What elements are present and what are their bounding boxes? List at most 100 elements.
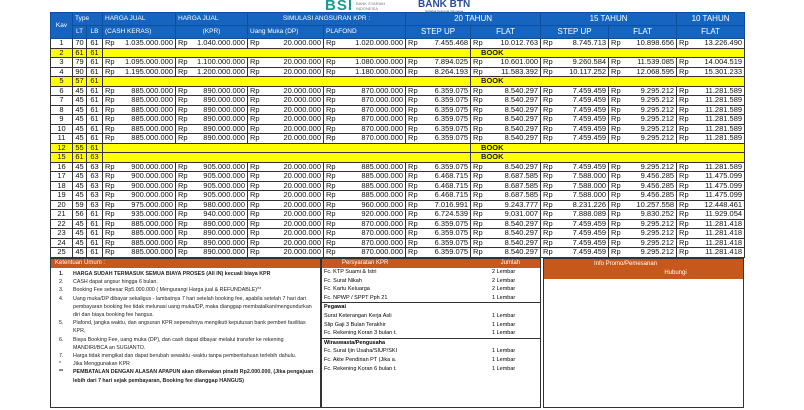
value-cell: 7.459.459 xyxy=(557,95,610,106)
currency-label: Rp xyxy=(540,95,558,106)
header-15-tahun: 15 TAHUN xyxy=(540,12,678,26)
value-cell: 7.459.459 xyxy=(557,133,610,144)
value-cell: 8.540.297 xyxy=(487,133,542,144)
value-cell: 870.000.000 xyxy=(335,114,407,125)
currency-label: Rp xyxy=(676,247,694,258)
currency-label: Rp xyxy=(608,237,626,248)
header-lt: LT xyxy=(72,25,87,39)
lt-cell: 56 xyxy=(72,209,87,220)
currency-label: Rp xyxy=(470,85,488,96)
term-text: PEMBATALAN DENGAN ALASAN APAPUN akan dik… xyxy=(73,369,314,384)
requirements-header: Persyaratan KPR Jumlah xyxy=(322,259,540,268)
value-cell: 1.095.000.000 xyxy=(120,57,176,68)
value-cell: 15.301.233 xyxy=(693,66,746,77)
value-cell: 885.000.000 xyxy=(120,133,176,144)
value-cell: 900.000.000 xyxy=(120,171,176,182)
requirement-item: Fc. Kartu Keluarga 2 Lembar xyxy=(322,285,540,294)
currency-label: Rp xyxy=(102,66,121,77)
value-cell: 885.000.000 xyxy=(120,85,176,96)
lb-cell: 61 xyxy=(86,38,103,49)
value-cell: 8.540.297 xyxy=(487,237,542,248)
value-cell: 9.295.212 xyxy=(625,123,678,134)
currency-label: Rp xyxy=(175,199,191,210)
term-item: 1. HARGA SUDAH TERMASUK SEMUA BIAYA PROSE… xyxy=(55,270,316,278)
terms-panel: Ketentuan Umum : 1. HARGA SUDAH TERMASUK … xyxy=(50,258,321,408)
currency-label: Rp xyxy=(247,114,261,125)
value-cell: 11.281.589 xyxy=(693,104,746,115)
currency-label: Rp xyxy=(323,209,336,220)
value-cell: 7.016.991 xyxy=(420,199,472,210)
lb-cell: 61 xyxy=(86,66,103,77)
currency-label: Rp xyxy=(405,171,421,182)
value-cell: 7.459.459 xyxy=(557,114,610,125)
value-cell: 870.000.000 xyxy=(335,123,407,134)
currency-label: Rp xyxy=(405,218,421,229)
currency-label: Rp xyxy=(608,104,626,115)
requirement-doc: Fc. NPWP / SPPT Pph 21 xyxy=(324,294,388,301)
value-cell: 11.929.054 xyxy=(693,209,746,220)
value-cell: 7.459.459 xyxy=(557,237,610,248)
value-cell: 12.068.595 xyxy=(625,66,678,77)
value-cell: 6.359.075 xyxy=(420,85,472,96)
currency-label: Rp xyxy=(540,218,558,229)
currency-label: Rp xyxy=(540,190,558,201)
header-row-1: Kav Type HARGA JUAL HARGA JUAL SIMULASI … xyxy=(50,12,746,39)
value-cell: 9.295.212 xyxy=(625,237,678,248)
currency-label: Rp xyxy=(608,199,626,210)
currency-label: Rp xyxy=(405,209,421,220)
currency-label: Rp xyxy=(102,199,121,210)
currency-label: Rp xyxy=(405,123,421,134)
value-cell: 10.117.252 xyxy=(557,66,610,77)
value-cell: 900.000.000 xyxy=(120,161,176,172)
table-row: 16 45 63 Rp 900.000.000 Rp 905.000.000 Rp 20.000… xyxy=(50,161,746,172)
term-number: 5. xyxy=(59,320,64,327)
lt-cell: 45 xyxy=(72,218,87,229)
value-cell: 7.888.089 xyxy=(557,209,610,220)
value-cell: 890.000.000 xyxy=(190,123,248,134)
table-row: 15 61 63 BOOK xyxy=(50,152,746,163)
currency-label: Rp xyxy=(102,190,121,201)
currency-label: Rp xyxy=(540,199,558,210)
currency-label: Rp xyxy=(470,38,488,49)
kav-cell: 16 xyxy=(50,161,73,172)
kav-cell: 5 xyxy=(50,76,73,87)
value-cell: 9.295.212 xyxy=(625,161,678,172)
value-cell: 6.468.715 xyxy=(420,190,472,201)
value-cell: 12.448.461 xyxy=(693,199,746,210)
value-cell: 8.540.297 xyxy=(487,104,542,115)
value-cell: 8.231.226 xyxy=(557,199,610,210)
table-row: 12 55 61 BOOK xyxy=(50,142,746,153)
currency-label: Rp xyxy=(608,218,626,229)
currency-label: Rp xyxy=(323,237,336,248)
value-cell: 6.359.075 xyxy=(420,218,472,229)
header-15-flat: FLAT xyxy=(608,25,678,39)
currency-label: Rp xyxy=(470,95,488,106)
currency-label: Rp xyxy=(102,133,121,144)
currency-label: Rp xyxy=(323,104,336,115)
term-number: 3. xyxy=(59,287,64,294)
currency-label: Rp xyxy=(540,161,558,172)
lt-cell: 45 xyxy=(72,237,87,248)
currency-label: Rp xyxy=(405,95,421,106)
header-20-step-up: STEP UP xyxy=(405,25,472,39)
currency-label: Rp xyxy=(405,228,421,239)
currency-label: Rp xyxy=(608,228,626,239)
value-cell: 885.000.000 xyxy=(335,171,407,182)
header-10-flat: FLAT xyxy=(676,25,746,39)
lb-cell: 61 xyxy=(86,247,103,258)
currency-label: Rp xyxy=(247,218,261,229)
value-cell: 6.468.715 xyxy=(420,171,472,182)
value-cell: 9.295.212 xyxy=(625,133,678,144)
currency-label: Rp xyxy=(405,114,421,125)
term-item: 5. Plafond, jangka waktu, dan angsuran KP… xyxy=(55,319,316,335)
value-cell: 890.000.000 xyxy=(190,247,248,258)
value-cell: 11.281.589 xyxy=(693,114,746,125)
value-cell: 890.000.000 xyxy=(190,218,248,229)
value-cell: 890.000.000 xyxy=(190,95,248,106)
value-cell: 885.000.000 xyxy=(120,95,176,106)
currency-label: Rp xyxy=(405,199,421,210)
currency-label: Rp xyxy=(676,66,694,77)
header-row-2: LT LB (CASH KERAS) (KPR) Uang Muka (DP) … xyxy=(51,25,746,39)
currency-label: Rp xyxy=(102,161,121,172)
term-number: 2. xyxy=(59,279,64,286)
